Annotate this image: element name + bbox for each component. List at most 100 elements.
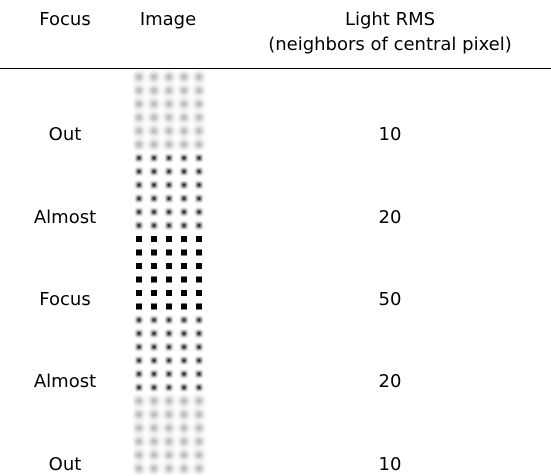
dot xyxy=(196,384,202,391)
dot xyxy=(181,128,187,134)
dot xyxy=(196,438,202,445)
dot xyxy=(136,425,142,431)
dot xyxy=(196,209,202,215)
dot-background xyxy=(133,232,208,313)
focus-label: Out xyxy=(48,124,82,145)
focus-label: Almost xyxy=(33,207,97,228)
dot xyxy=(181,155,187,161)
dot xyxy=(166,168,172,175)
dot xyxy=(151,74,157,80)
dot xyxy=(166,276,172,283)
dot xyxy=(151,317,157,323)
dot xyxy=(136,398,142,404)
dot-image xyxy=(133,232,208,313)
header-image: Image xyxy=(139,9,197,30)
dot xyxy=(181,182,187,188)
dot xyxy=(136,357,142,364)
dot xyxy=(136,195,142,202)
dot xyxy=(151,141,157,148)
focus-label: Almost xyxy=(33,371,97,392)
dot xyxy=(166,182,172,188)
dot xyxy=(166,128,172,134)
dot xyxy=(181,209,187,215)
rms-value: 10 xyxy=(378,124,402,145)
dot xyxy=(166,344,172,350)
dot xyxy=(196,195,202,202)
dot xyxy=(136,155,142,161)
dot xyxy=(196,236,202,242)
dot xyxy=(136,438,142,445)
dot xyxy=(181,398,187,404)
dot xyxy=(136,276,142,283)
dot xyxy=(151,452,157,458)
dot xyxy=(151,236,157,242)
dot xyxy=(166,249,172,256)
dot xyxy=(181,236,187,242)
dot xyxy=(166,330,172,337)
dot xyxy=(196,425,202,431)
dot xyxy=(151,263,157,269)
dot xyxy=(136,87,142,94)
dot xyxy=(166,465,172,472)
dot xyxy=(136,74,142,80)
dot xyxy=(196,155,202,161)
image-strip xyxy=(133,70,208,475)
dot xyxy=(136,371,142,377)
dot xyxy=(151,168,157,175)
dot xyxy=(136,303,142,310)
dot xyxy=(196,128,202,134)
dot xyxy=(196,317,202,323)
dot xyxy=(196,168,202,175)
dot xyxy=(166,411,172,418)
dot xyxy=(181,101,187,107)
dot xyxy=(151,155,157,161)
focus-label: Focus xyxy=(39,289,91,310)
dot xyxy=(151,209,157,215)
dot xyxy=(196,452,202,458)
dot xyxy=(166,222,172,229)
dot xyxy=(151,87,157,94)
dot xyxy=(166,87,172,94)
dot xyxy=(181,317,187,323)
dot xyxy=(151,357,157,364)
rms-value: 20 xyxy=(378,207,402,228)
dot xyxy=(196,263,202,269)
dot-image-frame xyxy=(133,313,208,394)
dot xyxy=(151,303,157,310)
header-rms: Light RMS xyxy=(344,9,436,30)
dot-image xyxy=(133,313,208,394)
dot xyxy=(196,249,202,256)
dot-image-frame xyxy=(133,151,208,232)
dot xyxy=(181,222,187,229)
dot-image xyxy=(133,151,208,232)
dot xyxy=(181,249,187,256)
dot xyxy=(166,195,172,202)
dot xyxy=(151,114,157,121)
dot xyxy=(196,371,202,377)
dot xyxy=(151,195,157,202)
header-focus: Focus xyxy=(39,9,91,30)
dot xyxy=(181,425,187,431)
dot xyxy=(136,452,142,458)
dot xyxy=(196,411,202,418)
dot xyxy=(151,249,157,256)
dot xyxy=(181,344,187,350)
dot xyxy=(181,168,187,175)
dot xyxy=(166,384,172,391)
dot xyxy=(166,425,172,431)
dot xyxy=(196,87,202,94)
dot xyxy=(196,290,202,296)
dot xyxy=(151,101,157,107)
header-rms-sub: (neighbors of central pixel) xyxy=(268,34,512,55)
dot xyxy=(151,438,157,445)
dot xyxy=(196,330,202,337)
dot xyxy=(181,276,187,283)
dot xyxy=(151,384,157,391)
dot xyxy=(196,141,202,148)
dot xyxy=(136,290,142,296)
dot xyxy=(136,384,142,391)
dot-background xyxy=(133,151,208,232)
dot xyxy=(181,114,187,121)
dot xyxy=(181,330,187,337)
dot xyxy=(151,222,157,229)
